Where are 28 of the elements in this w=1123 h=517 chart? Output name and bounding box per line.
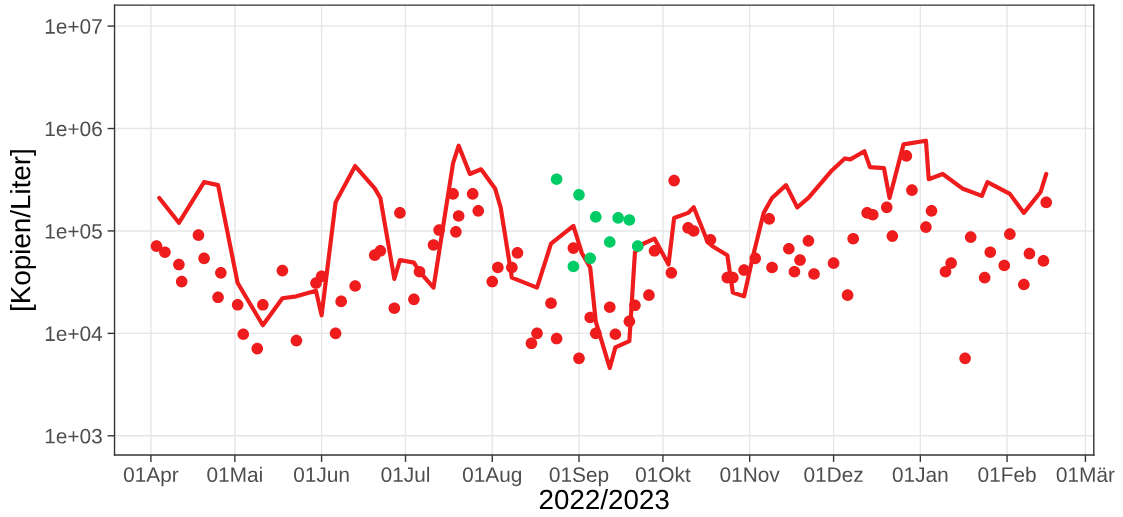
point: [567, 260, 580, 273]
point: [612, 212, 624, 224]
y-tick-label: 1e+04: [45, 326, 103, 342]
point: [589, 211, 602, 223]
point: [573, 189, 585, 201]
x-tick-label: 01Dez: [804, 467, 863, 483]
x-tick-label: 01Jul: [381, 466, 430, 483]
x-tick-label: 01Apr: [123, 467, 179, 487]
point: [550, 173, 563, 185]
x-tick-label: 01Nov: [720, 467, 780, 483]
y-axis-title: [Kopien/Liter]: [10, 150, 36, 310]
point: [584, 252, 596, 265]
point: [623, 214, 636, 226]
y-tick-label: 1e+06: [45, 121, 102, 137]
x-tick-label: 01Jun: [294, 467, 349, 483]
x-tick-label: 01Mai: [207, 466, 262, 483]
x-tick-label: 01Okt: [635, 466, 691, 483]
point: [603, 236, 616, 248]
x-axis-title: 2022/2023: [539, 488, 669, 510]
y-tick-label: 1e+03: [45, 428, 102, 444]
y-tick-label: 1e+07: [45, 19, 102, 34]
x-tick-label: 01Mär: [1056, 467, 1115, 483]
point: [631, 240, 644, 252]
x-tick-label: 01Aug: [462, 467, 522, 487]
x-tick-label: 01Jan: [892, 467, 948, 483]
y-tick-label: 1e+05: [45, 223, 102, 239]
x-tick-label: 01Feb: [978, 466, 1036, 483]
x-tick-label: 01Sep: [549, 467, 609, 487]
